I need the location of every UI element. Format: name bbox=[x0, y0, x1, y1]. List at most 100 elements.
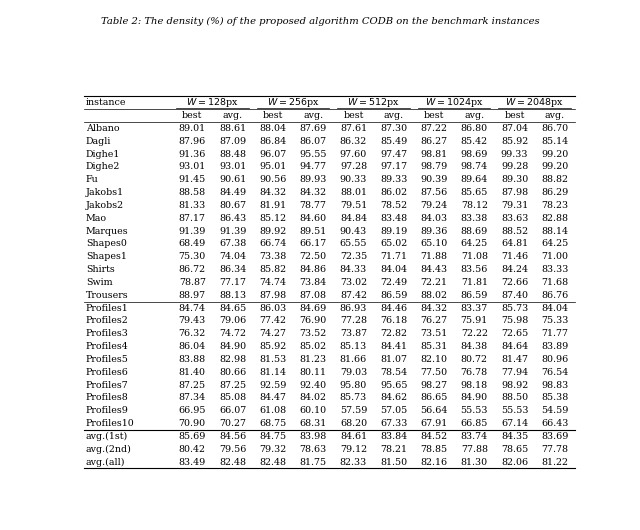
Text: 80.11: 80.11 bbox=[300, 368, 326, 377]
Text: Fu: Fu bbox=[86, 175, 99, 184]
Text: 79.51: 79.51 bbox=[340, 201, 367, 210]
Text: 71.88: 71.88 bbox=[420, 252, 447, 261]
Text: 68.49: 68.49 bbox=[179, 240, 206, 249]
Text: 73.52: 73.52 bbox=[300, 329, 327, 338]
Text: $W = 256$px: $W = 256$px bbox=[267, 96, 319, 109]
Text: Jakobs2: Jakobs2 bbox=[86, 201, 124, 210]
Text: 82.98: 82.98 bbox=[219, 355, 246, 364]
Text: 86.02: 86.02 bbox=[380, 188, 407, 197]
Text: Mao: Mao bbox=[86, 214, 107, 223]
Text: 80.66: 80.66 bbox=[219, 368, 246, 377]
Text: 76.78: 76.78 bbox=[461, 368, 488, 377]
Text: 85.14: 85.14 bbox=[541, 137, 568, 146]
Text: 72.49: 72.49 bbox=[380, 278, 407, 287]
Text: 70.27: 70.27 bbox=[219, 419, 246, 428]
Text: 72.21: 72.21 bbox=[420, 278, 447, 287]
Text: 87.25: 87.25 bbox=[179, 381, 206, 390]
Text: 67.14: 67.14 bbox=[501, 419, 528, 428]
Text: 95.01: 95.01 bbox=[259, 162, 287, 171]
Text: 86.70: 86.70 bbox=[541, 124, 568, 133]
Text: 93.01: 93.01 bbox=[219, 162, 246, 171]
Text: 86.07: 86.07 bbox=[300, 137, 326, 146]
Text: Profiles1: Profiles1 bbox=[86, 304, 129, 313]
Text: 80.72: 80.72 bbox=[461, 355, 488, 364]
Text: 87.09: 87.09 bbox=[219, 137, 246, 146]
Text: 86.43: 86.43 bbox=[219, 214, 246, 223]
Text: 84.32: 84.32 bbox=[300, 188, 326, 197]
Text: 76.54: 76.54 bbox=[541, 368, 568, 377]
Text: 95.80: 95.80 bbox=[340, 381, 367, 390]
Text: avg.(2nd): avg.(2nd) bbox=[86, 445, 132, 454]
Text: Dighe2: Dighe2 bbox=[86, 162, 120, 171]
Text: Shapes1: Shapes1 bbox=[86, 252, 127, 261]
Text: 84.64: 84.64 bbox=[501, 342, 528, 351]
Text: 98.79: 98.79 bbox=[420, 162, 447, 171]
Text: 87.30: 87.30 bbox=[380, 124, 407, 133]
Text: 84.04: 84.04 bbox=[380, 265, 407, 274]
Text: 79.12: 79.12 bbox=[340, 445, 367, 454]
Text: 78.52: 78.52 bbox=[380, 201, 407, 210]
Text: 87.08: 87.08 bbox=[300, 290, 326, 299]
Text: 74.74: 74.74 bbox=[259, 278, 286, 287]
Text: 73.87: 73.87 bbox=[340, 329, 367, 338]
Text: 86.65: 86.65 bbox=[420, 393, 448, 402]
Text: 95.65: 95.65 bbox=[380, 381, 408, 390]
Text: 71.71: 71.71 bbox=[380, 252, 407, 261]
Text: 84.04: 84.04 bbox=[541, 304, 568, 313]
Text: 85.49: 85.49 bbox=[380, 137, 407, 146]
Text: 97.17: 97.17 bbox=[380, 162, 407, 171]
Text: 87.34: 87.34 bbox=[179, 393, 206, 402]
Text: avg.: avg. bbox=[545, 111, 565, 120]
Text: 89.33: 89.33 bbox=[380, 175, 408, 184]
Text: 87.42: 87.42 bbox=[340, 290, 367, 299]
Text: 88.50: 88.50 bbox=[501, 393, 528, 402]
Text: 78.65: 78.65 bbox=[501, 445, 528, 454]
Text: best: best bbox=[343, 111, 364, 120]
Text: 65.02: 65.02 bbox=[380, 240, 407, 249]
Text: 83.98: 83.98 bbox=[300, 432, 327, 441]
Text: 84.84: 84.84 bbox=[340, 214, 367, 223]
Text: $W = 128$px: $W = 128$px bbox=[186, 96, 239, 109]
Text: 87.96: 87.96 bbox=[179, 137, 206, 146]
Text: 86.29: 86.29 bbox=[541, 188, 568, 197]
Text: 88.04: 88.04 bbox=[259, 124, 286, 133]
Text: avg.: avg. bbox=[303, 111, 323, 120]
Text: 57.05: 57.05 bbox=[380, 406, 407, 415]
Text: best: best bbox=[504, 111, 525, 120]
Text: 72.22: 72.22 bbox=[461, 329, 488, 338]
Text: 64.25: 64.25 bbox=[461, 240, 488, 249]
Text: 67.91: 67.91 bbox=[420, 419, 447, 428]
Text: 94.77: 94.77 bbox=[300, 162, 326, 171]
Text: 66.17: 66.17 bbox=[300, 240, 327, 249]
Text: 86.72: 86.72 bbox=[179, 265, 206, 274]
Text: 55.53: 55.53 bbox=[501, 406, 529, 415]
Text: 84.35: 84.35 bbox=[501, 432, 528, 441]
Text: 84.03: 84.03 bbox=[420, 214, 447, 223]
Text: 86.76: 86.76 bbox=[541, 290, 568, 299]
Text: 98.27: 98.27 bbox=[420, 381, 447, 390]
Text: 83.89: 83.89 bbox=[541, 342, 568, 351]
Text: 77.94: 77.94 bbox=[501, 368, 528, 377]
Text: 84.38: 84.38 bbox=[461, 342, 488, 351]
Text: 91.36: 91.36 bbox=[179, 149, 206, 158]
Text: 89.64: 89.64 bbox=[461, 175, 488, 184]
Text: 87.98: 87.98 bbox=[259, 290, 287, 299]
Text: 85.92: 85.92 bbox=[501, 137, 528, 146]
Text: 86.03: 86.03 bbox=[259, 304, 287, 313]
Text: 88.58: 88.58 bbox=[179, 188, 206, 197]
Text: 87.17: 87.17 bbox=[179, 214, 206, 223]
Text: 88.61: 88.61 bbox=[219, 124, 246, 133]
Text: 82.88: 82.88 bbox=[541, 214, 568, 223]
Text: 85.08: 85.08 bbox=[219, 393, 246, 402]
Text: Trousers: Trousers bbox=[86, 290, 129, 299]
Text: Dighe1: Dighe1 bbox=[86, 149, 120, 158]
Text: 81.66: 81.66 bbox=[340, 355, 367, 364]
Text: instance: instance bbox=[86, 98, 127, 107]
Text: 84.86: 84.86 bbox=[300, 265, 326, 274]
Text: 87.56: 87.56 bbox=[420, 188, 447, 197]
Text: avg.(all): avg.(all) bbox=[86, 457, 125, 466]
Text: 76.18: 76.18 bbox=[380, 316, 407, 325]
Text: Dagli: Dagli bbox=[86, 137, 111, 146]
Text: 67.38: 67.38 bbox=[219, 240, 246, 249]
Text: 84.32: 84.32 bbox=[420, 304, 447, 313]
